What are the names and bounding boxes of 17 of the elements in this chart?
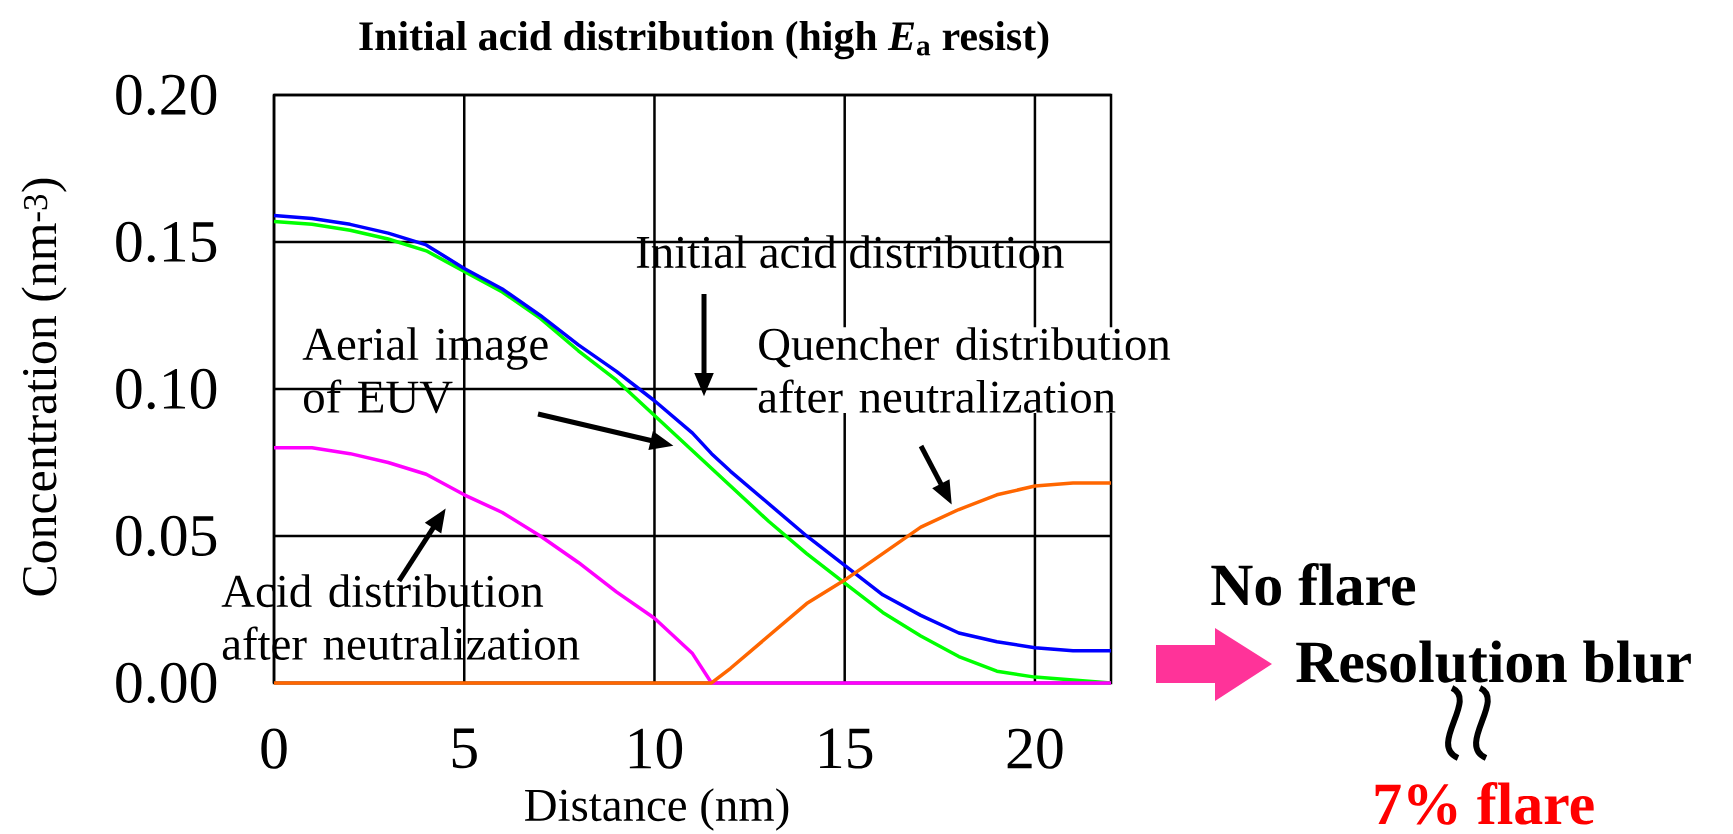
y-tick-label: 0.15: [116, 221, 217, 263]
x-tick-label: 10: [629, 728, 683, 769]
text: No flare: [1211, 562, 1416, 606]
series-label: Quencher distribution after neutralization: [758, 327, 1171, 413]
y-tick-label: 0.05: [116, 515, 217, 557]
x-tick-label: 0: [261, 728, 287, 769]
x-tick-label: 15: [820, 728, 873, 769]
text: Resolution blur: [1296, 640, 1691, 683]
chart-title: Initial acid distribution (high E$_{a}$ resist): [359, 20, 1049, 60]
x-tick-label: 20: [1007, 728, 1063, 769]
y-tick-label: 0.00: [116, 662, 217, 704]
y-tick-label: 0.20: [116, 74, 217, 116]
text: 7% flare: [1375, 781, 1594, 825]
x-tick-label: 5: [452, 728, 477, 769]
y-tick-label: 0.10: [116, 368, 217, 410]
y-axis-title: Concentration (nm$^{-3}$): [21, 178, 67, 596]
x-axis-title: Distance (nm): [525, 788, 789, 831]
